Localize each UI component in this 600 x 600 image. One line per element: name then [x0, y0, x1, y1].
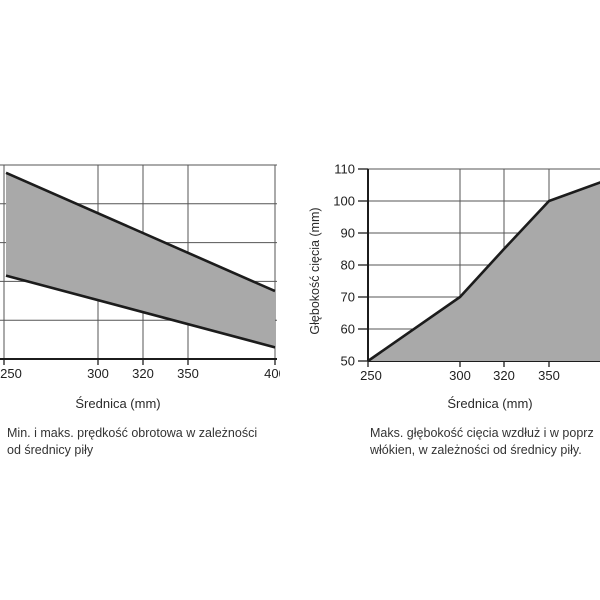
x-tick-label: 320 — [493, 368, 515, 383]
y-tick-label: 70 — [341, 290, 355, 305]
min-speed-line — [5, 274, 276, 349]
right-chart-depth-vs-diameter: 50 60 70 80 90 100 110 250 300 320 350 — [333, 162, 600, 383]
left-chart-speed-vs-diameter: 250 300 320 350 400 — [0, 164, 280, 381]
depth-curve — [367, 181, 600, 363]
max-speed-line — [5, 171, 276, 293]
left-chart-x-axis-label: Średnica (mm) — [75, 396, 161, 411]
y-tick-label: 60 — [341, 322, 355, 337]
x-tick-label: 320 — [132, 366, 154, 381]
x-tick-label: 350 — [177, 366, 199, 381]
right-chart-x-axis-label: Średnica (mm) — [447, 396, 533, 411]
x-tick-label: 350 — [538, 368, 560, 383]
y-tick-label: 110 — [334, 162, 355, 177]
y-tick-label: 50 — [341, 354, 355, 369]
y-tick-label: 100 — [333, 194, 355, 209]
y-tick-label: 90 — [341, 226, 355, 241]
x-tick-label: 250 — [0, 366, 22, 381]
x-tick-label: 300 — [449, 368, 471, 383]
x-tick-label: 250 — [360, 368, 382, 383]
caption-line: włókien, w zależności od średnicy piły. — [370, 443, 582, 457]
caption-line: Maks. głębokość cięcia wzdłuż i w poprz — [370, 426, 594, 440]
caption-line: od średnicy piły — [7, 443, 94, 457]
speed-band-area — [6, 172, 275, 348]
right-chart-y-axis-title: Głębokość cięcia (mm) — [308, 207, 322, 335]
right-chart-caption: Maks. głębokość cięcia wzdłuż i w poprz … — [370, 425, 600, 459]
caption-line: Min. i maks. prędkość obrotowa w zależno… — [7, 426, 258, 440]
left-chart-caption: Min. i maks. prędkość obrotowa w zależno… — [7, 425, 297, 459]
x-tick-label: 400 — [264, 366, 280, 381]
x-tick-label: 300 — [87, 366, 109, 381]
y-tick-label: 80 — [341, 258, 355, 273]
